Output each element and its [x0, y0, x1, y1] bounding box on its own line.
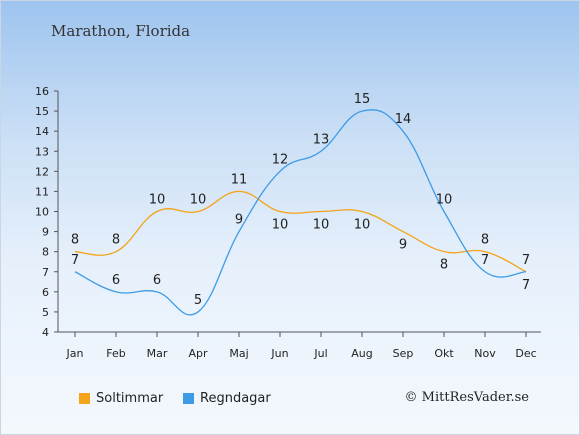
x-tick-label: Jan: [66, 347, 84, 360]
data-label-regndagar: 10: [436, 193, 453, 208]
data-label-regndagar: 6: [153, 273, 161, 288]
series-line-regndagar: [74, 109, 527, 316]
legend-label-soltimmar: Soltimmar: [96, 391, 164, 406]
y-tick-label: 7: [42, 266, 49, 279]
data-label-soltimmar: 10: [149, 193, 166, 208]
x-tick-label: Jun: [270, 347, 288, 360]
series-line-soltimmar: [74, 190, 527, 273]
data-label-soltimmar: 8: [71, 233, 79, 248]
y-tick-label: 8: [42, 246, 49, 259]
legend-item-regndagar: Regndagar: [183, 391, 271, 406]
data-label-regndagar: 12: [272, 152, 289, 167]
y-tick-label: 5: [42, 306, 49, 319]
data-label-regndagar: 7: [522, 278, 530, 293]
data-label-soltimmar: 10: [190, 193, 207, 208]
y-tick-label: 9: [42, 226, 49, 239]
y-tick-label: 13: [35, 145, 49, 158]
legend-label-regndagar: Regndagar: [200, 391, 271, 406]
y-tick-label: 11: [35, 185, 49, 198]
data-label-soltimmar: 10: [354, 218, 371, 233]
x-tick-label: Dec: [515, 347, 536, 360]
data-label-soltimmar: 10: [272, 218, 289, 233]
data-label-soltimmar: 11: [231, 172, 248, 187]
x-tick-label: Apr: [188, 347, 208, 360]
x-tick-label: Nov: [474, 347, 496, 360]
y-tick-label: 6: [42, 286, 49, 299]
y-tick-label: 16: [35, 85, 49, 98]
legend-swatch-soltimmar: [79, 393, 90, 404]
data-label-regndagar: 9: [235, 213, 243, 228]
y-tick-label: 15: [35, 105, 49, 118]
data-label-regndagar: 14: [395, 112, 412, 127]
legend-swatch-regndagar: [183, 393, 194, 404]
data-label-soltimmar: 8: [481, 233, 489, 248]
x-tick-label: Feb: [106, 347, 125, 360]
y-tick-label: 14: [35, 125, 49, 138]
data-label-soltimmar: 10: [313, 218, 330, 233]
line-chart: 4 5 6 7 8 9 10 11 12 13 14 15 16 Jan Feb Mar Apr Maj Jun Ju…: [35, 85, 541, 360]
data-label-regndagar: 7: [481, 253, 489, 268]
legend-item-soltimmar: Soltimmar: [79, 391, 163, 406]
data-label-soltimmar: 9: [399, 238, 407, 253]
x-tick-label: Maj: [229, 347, 248, 360]
data-label-soltimmar: 7: [522, 253, 530, 268]
data-label-regndagar: 15: [354, 92, 371, 107]
x-tick-label: Jul: [313, 347, 327, 360]
y-tick-label: 12: [35, 165, 49, 178]
x-tick-label: Sep: [393, 347, 414, 360]
data-label-regndagar: 6: [112, 273, 120, 288]
copyright-text: © MittResVader.se: [404, 390, 529, 405]
data-label-regndagar: 7: [71, 253, 79, 268]
y-tick-label: 4: [42, 326, 49, 339]
data-label-soltimmar: 8: [440, 258, 448, 273]
data-label-regndagar: 5: [194, 293, 202, 308]
y-tick-label: 10: [35, 206, 49, 219]
data-label-soltimmar: 8: [112, 233, 120, 248]
x-tick-label: Aug: [351, 347, 372, 360]
x-tick-label: Okt: [434, 347, 454, 360]
data-label-regndagar: 13: [313, 132, 330, 147]
chart-title: Marathon, Florida: [51, 22, 191, 40]
x-tick-label: Mar: [147, 347, 168, 360]
